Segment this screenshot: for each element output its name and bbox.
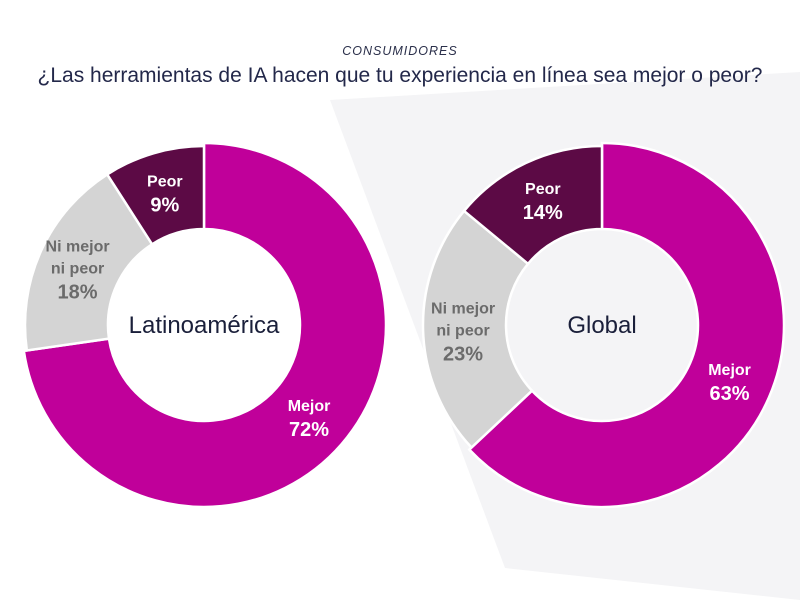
slice-label-mejor: Mejor	[288, 398, 331, 415]
slice-label-peor: Peor	[525, 181, 561, 198]
slice-value-mejor: 72%	[289, 419, 329, 441]
slice-label-ni-mejor-ni-peor: ni peor	[51, 260, 104, 277]
chart-question-title: ¿Las herramientas de IA hacen que tu exp…	[37, 64, 763, 87]
slice-value-peor: 9%	[150, 195, 179, 217]
donut-center-label: Global	[567, 312, 636, 339]
slice-peor	[105, 144, 206, 246]
slice-label-ni-mejor-ni-peor: Ni mejor	[431, 300, 495, 317]
slice-label-mejor: Mejor	[708, 362, 751, 379]
slice-peor	[462, 144, 604, 266]
donut-chart-latinoamerica: Mejor 72% Ni mejor ni peor 18% Peor 9% Latinoam…	[22, 141, 388, 509]
slice-mejor	[467, 141, 786, 509]
slice-label-ni-mejor-ni-peor: Ni mejor	[46, 238, 110, 255]
slice-label-ni-mejor-ni-peor: ni peor	[436, 322, 489, 339]
slice-ni-mejor-ni-peor	[421, 209, 534, 450]
donut-center-label: Latinoamérica	[129, 312, 280, 339]
slice-value-peor: 14%	[523, 202, 563, 224]
slice-mejor	[22, 141, 388, 509]
section-kicker: CONSUMIDORES	[342, 44, 458, 58]
slice-value-ni-mejor-ni-peor: 23%	[443, 343, 483, 365]
slice-ni-mejor-ni-peor	[23, 172, 154, 352]
slice-value-mejor: 63%	[710, 383, 750, 405]
slice-label-peor: Peor	[147, 174, 183, 191]
slice-value-ni-mejor-ni-peor: 18%	[58, 281, 98, 303]
donut-chart-global: Mejor 63% Ni mejor ni peor 23% Peor 14% Global	[421, 141, 786, 509]
